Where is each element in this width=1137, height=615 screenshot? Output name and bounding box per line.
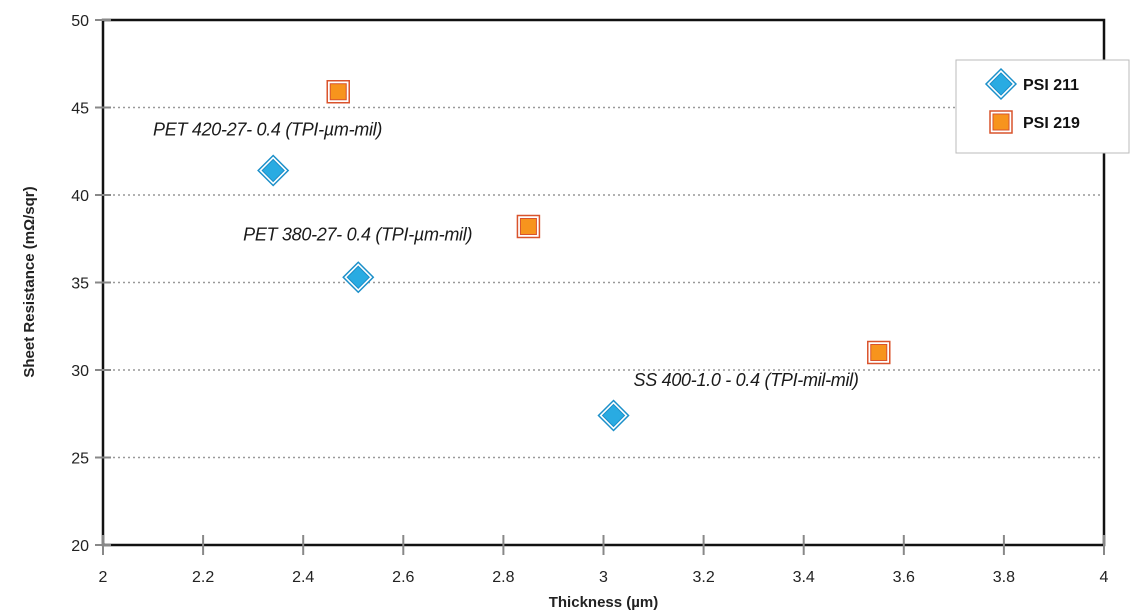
annotation-label: SS 400-1.0 - 0.4 (TPI-mil-mil) <box>634 370 859 390</box>
x-tick-label: 4 <box>1100 569 1109 586</box>
x-tick-label: 2.6 <box>392 569 414 586</box>
legend-label: PSI 219 <box>1023 115 1080 132</box>
x-tick-label: 3.6 <box>893 569 915 586</box>
y-tick-label: 25 <box>71 451 89 468</box>
x-tick-label: 3.4 <box>793 569 815 586</box>
square-marker-fill <box>329 83 347 101</box>
data-point-psi-219 <box>326 80 350 104</box>
data-point-psi-211 <box>342 261 375 294</box>
diamond-marker-fill <box>601 403 626 428</box>
legend-label: PSI 211 <box>1023 77 1079 94</box>
legend-marker-psi-219 <box>989 110 1013 134</box>
data-points <box>257 80 891 432</box>
square-marker-fill <box>870 344 888 361</box>
y-tick-label: 40 <box>71 188 89 205</box>
y-tick-label: 35 <box>71 276 89 293</box>
diamond-marker-fill <box>346 265 370 289</box>
gridlines <box>103 106 1104 459</box>
x-axis-ticks: 2 2.2 2.4 2.6 2.8 3 3.2 3.4 3.6 3.8 4 <box>99 535 1109 586</box>
x-tick-label: 2.8 <box>492 569 514 586</box>
data-point-psi-219 <box>867 340 891 365</box>
annotation-label: PET 420-27- 0.4 (TPI-µm-mil) <box>153 120 382 140</box>
y-axis-ticks: 20 25 30 35 40 45 50 <box>71 13 111 555</box>
x-axis-title: Thickness (µm) <box>549 594 659 611</box>
data-point-psi-219 <box>516 214 541 239</box>
diamond-marker-fill <box>261 158 285 183</box>
diamond-marker-fill <box>989 72 1013 96</box>
x-tick-label: 2 <box>99 569 108 586</box>
y-tick-label: 30 <box>71 363 89 380</box>
y-tick-label: 45 <box>71 101 89 118</box>
x-tick-label: 3.2 <box>692 569 714 586</box>
legend: PSI 211 PSI 219 <box>955 59 1130 154</box>
square-marker-fill <box>992 113 1010 131</box>
x-tick-label: 2.4 <box>292 569 314 586</box>
square-marker-fill <box>519 218 537 235</box>
legend-box <box>955 59 1130 154</box>
legend-marker-psi-211 <box>984 67 1018 101</box>
annotation-label: PET 380-27- 0.4 (TPI-µm-mil) <box>243 225 472 245</box>
annotations: PET 420-27- 0.4 (TPI-µm-mil) PET 380-27- … <box>153 120 859 390</box>
y-tick-label: 50 <box>71 13 89 30</box>
data-point-psi-211 <box>597 399 630 432</box>
x-tick-label: 2.2 <box>192 569 214 586</box>
x-tick-label: 3.8 <box>993 569 1015 586</box>
x-tick-label: 3 <box>599 569 608 586</box>
data-point-psi-211 <box>257 154 290 187</box>
y-tick-label: 20 <box>71 538 89 555</box>
y-axis-title: Sheet Resistance (mΩ/sqr) <box>21 186 38 377</box>
